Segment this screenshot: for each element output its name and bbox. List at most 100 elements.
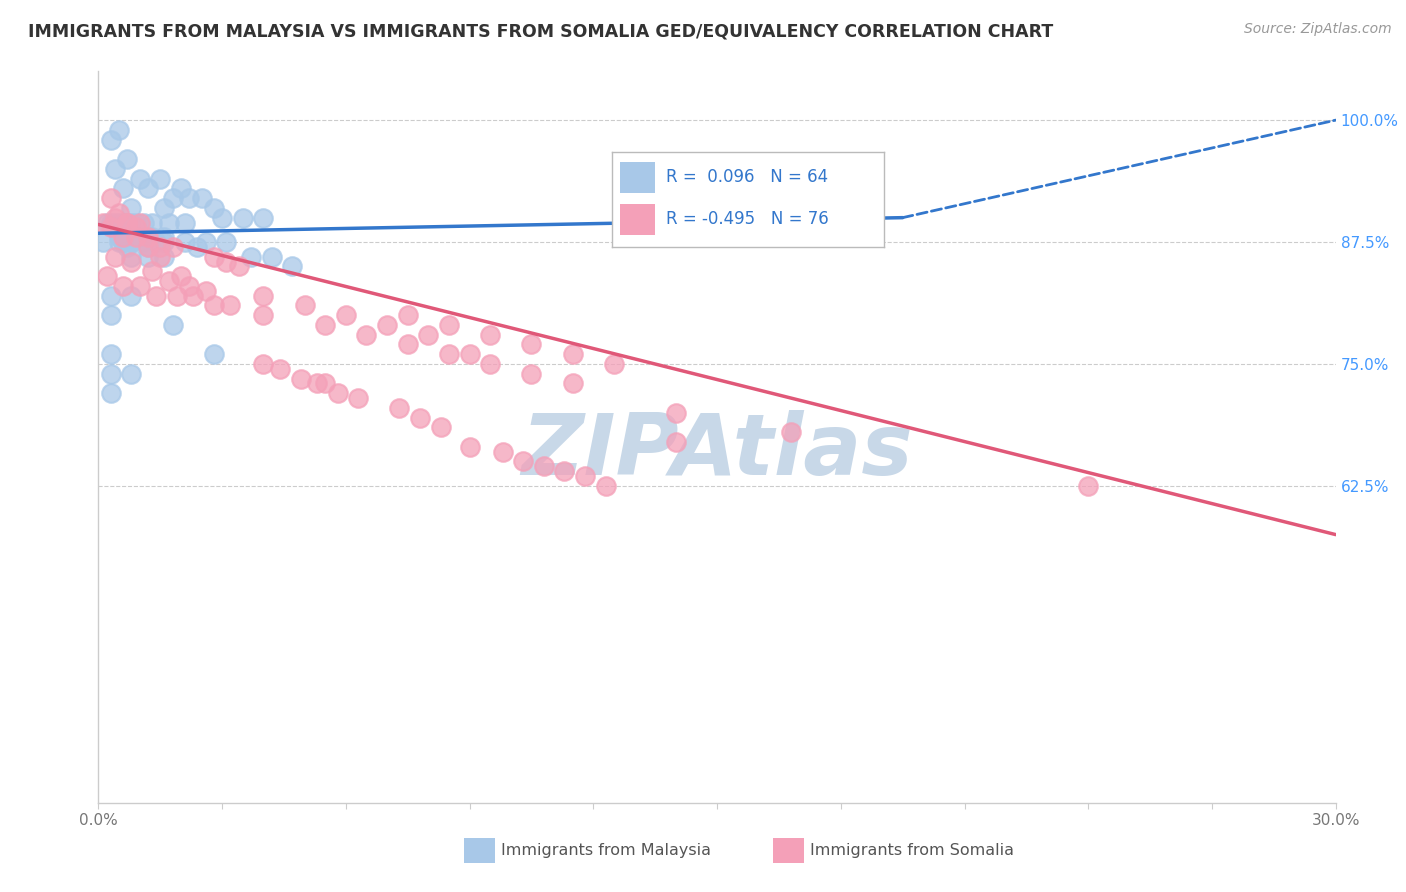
Point xyxy=(396,337,419,351)
Point xyxy=(96,215,118,229)
Point xyxy=(595,479,617,493)
Point xyxy=(120,367,142,381)
Point xyxy=(252,211,274,225)
Point xyxy=(170,269,193,284)
Text: IMMIGRANTS FROM MALAYSIA VS IMMIGRANTS FROM SOMALIA GED/EQUIVALENCY CORRELATION : IMMIGRANTS FROM MALAYSIA VS IMMIGRANTS F… xyxy=(28,22,1053,40)
Point xyxy=(108,123,131,137)
Point xyxy=(112,235,135,249)
Point xyxy=(281,260,304,274)
Point xyxy=(100,386,122,401)
Point xyxy=(112,215,135,229)
Point xyxy=(141,230,163,244)
Point xyxy=(375,318,398,332)
Point xyxy=(260,250,283,264)
Point xyxy=(96,269,118,284)
Point xyxy=(108,230,131,244)
Point xyxy=(117,215,139,229)
Point xyxy=(104,250,127,264)
Text: Source: ZipAtlas.com: Source: ZipAtlas.com xyxy=(1244,22,1392,37)
Point xyxy=(100,288,122,302)
Point xyxy=(149,240,172,254)
Text: Immigrants from Somalia: Immigrants from Somalia xyxy=(810,843,1014,857)
Text: R = -0.495   N = 76: R = -0.495 N = 76 xyxy=(666,211,830,228)
Point xyxy=(429,420,451,434)
Text: R =  0.096   N = 64: R = 0.096 N = 64 xyxy=(666,169,828,186)
Point xyxy=(162,191,184,205)
Point xyxy=(228,260,250,274)
Point xyxy=(186,240,208,254)
Text: ZIPAtlas: ZIPAtlas xyxy=(522,410,912,493)
Point xyxy=(120,254,142,268)
Point xyxy=(136,181,159,195)
Point xyxy=(409,410,432,425)
Point xyxy=(162,318,184,332)
Point xyxy=(418,327,440,342)
Point xyxy=(112,235,135,249)
Point xyxy=(603,357,626,371)
Point xyxy=(136,240,159,254)
Point xyxy=(132,215,155,229)
Point xyxy=(104,161,127,176)
Point xyxy=(211,211,233,225)
Point xyxy=(136,240,159,254)
Point xyxy=(561,376,583,391)
Point xyxy=(100,215,122,229)
Point xyxy=(179,279,201,293)
Point xyxy=(202,250,225,264)
Point xyxy=(574,469,596,483)
Point xyxy=(100,347,122,361)
Point xyxy=(136,230,159,244)
Point xyxy=(100,191,122,205)
Point xyxy=(112,279,135,293)
Point xyxy=(512,454,534,468)
Point xyxy=(128,215,150,229)
Point xyxy=(194,235,217,249)
Point xyxy=(458,440,481,454)
Point xyxy=(665,406,688,420)
Point xyxy=(665,434,688,449)
Point xyxy=(326,386,349,401)
Point xyxy=(149,250,172,264)
Point xyxy=(145,235,167,249)
Point xyxy=(780,425,803,440)
Point xyxy=(104,211,127,225)
Point xyxy=(174,235,197,249)
Point xyxy=(294,298,316,312)
FancyBboxPatch shape xyxy=(620,204,655,235)
Point xyxy=(190,191,212,205)
Point xyxy=(479,327,502,342)
Point xyxy=(252,288,274,302)
Point xyxy=(491,444,513,458)
Point xyxy=(194,284,217,298)
Point xyxy=(388,401,411,415)
Point xyxy=(120,288,142,302)
Point xyxy=(117,240,139,254)
Point xyxy=(314,376,336,391)
Point xyxy=(347,391,370,405)
Point xyxy=(141,264,163,278)
Point xyxy=(153,235,176,249)
Point xyxy=(124,220,146,235)
Point xyxy=(174,215,197,229)
Point xyxy=(117,215,139,229)
Point xyxy=(104,215,127,229)
Point xyxy=(202,347,225,361)
Point xyxy=(157,215,180,229)
Point xyxy=(335,308,357,322)
Point xyxy=(108,215,131,229)
Point xyxy=(100,308,122,322)
Point xyxy=(520,337,543,351)
Point xyxy=(141,215,163,229)
Point xyxy=(162,240,184,254)
Point xyxy=(314,318,336,332)
Point xyxy=(124,230,146,244)
Point xyxy=(533,459,555,474)
Point xyxy=(240,250,263,264)
Point xyxy=(202,201,225,215)
Point xyxy=(124,215,146,229)
Point xyxy=(153,230,176,244)
Point xyxy=(179,191,201,205)
Point xyxy=(120,201,142,215)
Point xyxy=(396,308,419,322)
Point xyxy=(100,220,122,235)
